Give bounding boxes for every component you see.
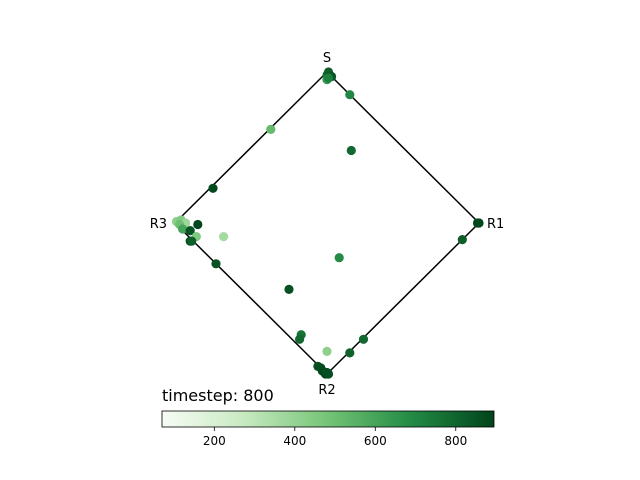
data-point: [208, 183, 218, 193]
simplex-diamond: [173, 70, 481, 376]
data-point: [185, 226, 195, 236]
points-layer: [171, 67, 484, 379]
data-point: [193, 219, 203, 230]
data-point: [346, 145, 356, 156]
data-point: [358, 334, 369, 344]
data-point: [284, 284, 294, 294]
vertex-label-bottom: R2: [318, 383, 335, 398]
data-point: [322, 346, 332, 356]
timestep-annotation: timestep: 800: [162, 386, 274, 405]
data-point: [323, 369, 334, 379]
vertex-label-left: R3: [150, 217, 167, 232]
data-point: [266, 124, 276, 134]
data-point: [219, 232, 229, 242]
data-point: [323, 73, 334, 83]
data-point: [295, 334, 305, 344]
data-point: [187, 236, 197, 246]
data-point: [345, 348, 355, 358]
data-point: [211, 259, 221, 269]
data-point: [334, 253, 344, 263]
vertex-label-right: R1: [487, 217, 504, 232]
colorbar: [161, 410, 495, 428]
colorbar-tick-label: 800: [444, 434, 467, 448]
data-point: [457, 235, 467, 245]
colorbar-ticks: 200 400 600 800: [203, 427, 467, 448]
data-point: [345, 90, 355, 100]
data-point: [178, 224, 188, 234]
colorbar-tick-label: 600: [364, 434, 387, 448]
vertex-label-top: S: [323, 51, 331, 66]
data-point: [472, 218, 483, 228]
colorbar-tick-label: 400: [283, 434, 306, 448]
colorbar-tick-label: 200: [203, 434, 226, 448]
